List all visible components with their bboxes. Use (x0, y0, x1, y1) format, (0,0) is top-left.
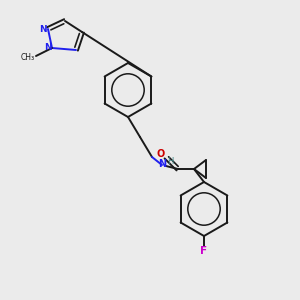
Text: N: N (44, 43, 52, 52)
Text: CH₃: CH₃ (21, 52, 35, 62)
Text: N: N (158, 159, 166, 169)
Text: H: H (167, 158, 173, 166)
Text: O: O (157, 149, 165, 159)
Text: N: N (39, 25, 47, 34)
Text: F: F (200, 246, 208, 256)
